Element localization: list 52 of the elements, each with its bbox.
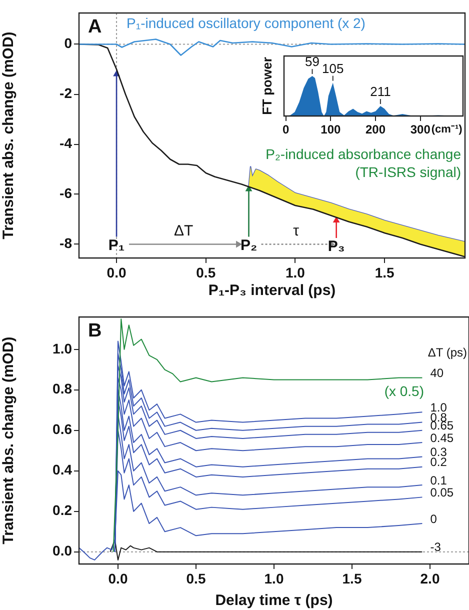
y-tick-label: -8 (60, 235, 72, 252)
y-tick-label: 0.8 (52, 380, 72, 397)
annotation: ΔT (174, 222, 194, 240)
annotation: 211 (370, 84, 391, 100)
series-label: 40 (430, 366, 444, 380)
annotation: P₁ (108, 236, 125, 254)
series-label: 0.2 (430, 455, 448, 470)
x-axis-title: (cm⁻¹) (431, 124, 463, 136)
y-axis-title: Transient abs. change (mOD) (0, 32, 18, 240)
annotation: τ (293, 222, 300, 240)
y-axis-title: FT power (259, 57, 274, 115)
series-label: P₁-induced oscillatory component (x 2) (126, 14, 366, 31)
x-axis-title: P₁-P₃ interval (ps) (208, 282, 336, 300)
x-tick-label: 100 (320, 122, 341, 137)
x-tick-label: 0.5 (186, 570, 206, 586)
annotation: (TR-ISRS signal) (355, 164, 461, 180)
x-tick-label: 1.0 (285, 264, 306, 280)
y-tick-label: 0.0 (52, 542, 72, 559)
x-tick-label: 1.5 (374, 264, 395, 280)
x-tick-label: 200 (366, 122, 386, 137)
chart-title: A (88, 16, 102, 38)
x-tick-label: 1.5 (342, 570, 362, 586)
x-axis-title: Delay time τ (ps) (215, 592, 333, 610)
annotation: (x 0.5) (384, 382, 424, 399)
series-label: 1.0 (430, 400, 448, 414)
annotation: 59 (305, 54, 320, 70)
annotation: P₂ (240, 236, 258, 254)
x-tick-label: 2.0 (420, 570, 440, 586)
y-tick-label: 0.2 (52, 502, 72, 518)
x-tick-label: 0 (282, 122, 290, 137)
annotation: 105 (322, 60, 344, 76)
series-label: -3 (430, 540, 442, 554)
annotation: P₂-induced absorbance change (266, 146, 462, 162)
y-tick-label: 0 (64, 35, 72, 52)
y-tick-label: 1.0 (52, 340, 72, 356)
series-label: 0.05 (430, 486, 454, 500)
y-axis-title: Transient abs. change (mOD) (0, 336, 18, 544)
x-tick-label: 0.0 (108, 570, 128, 586)
x-tick-label: 1.0 (264, 570, 284, 586)
y-tick-label: 0.6 (52, 421, 72, 438)
y-tick-label: -6 (60, 185, 72, 202)
x-tick-label: 300 (410, 122, 431, 137)
series-label: 0.45 (430, 430, 454, 445)
x-tick-label: 0.0 (106, 264, 126, 280)
y-tick-label: -4 (60, 135, 72, 152)
y-tick-label: -2 (60, 85, 72, 102)
chart-title: B (88, 320, 102, 342)
legend-title: ΔT (ps) (428, 345, 467, 360)
y-tick-label: 0.4 (52, 462, 72, 478)
series-label: 0 (430, 512, 438, 526)
series-label: 0.1 (430, 473, 448, 488)
x-tick-label: 0.5 (196, 264, 216, 280)
